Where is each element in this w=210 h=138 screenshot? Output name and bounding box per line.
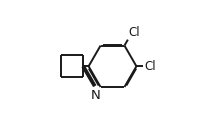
- Text: N: N: [91, 89, 101, 103]
- Text: Cl: Cl: [144, 60, 156, 73]
- Text: Cl: Cl: [129, 26, 140, 39]
